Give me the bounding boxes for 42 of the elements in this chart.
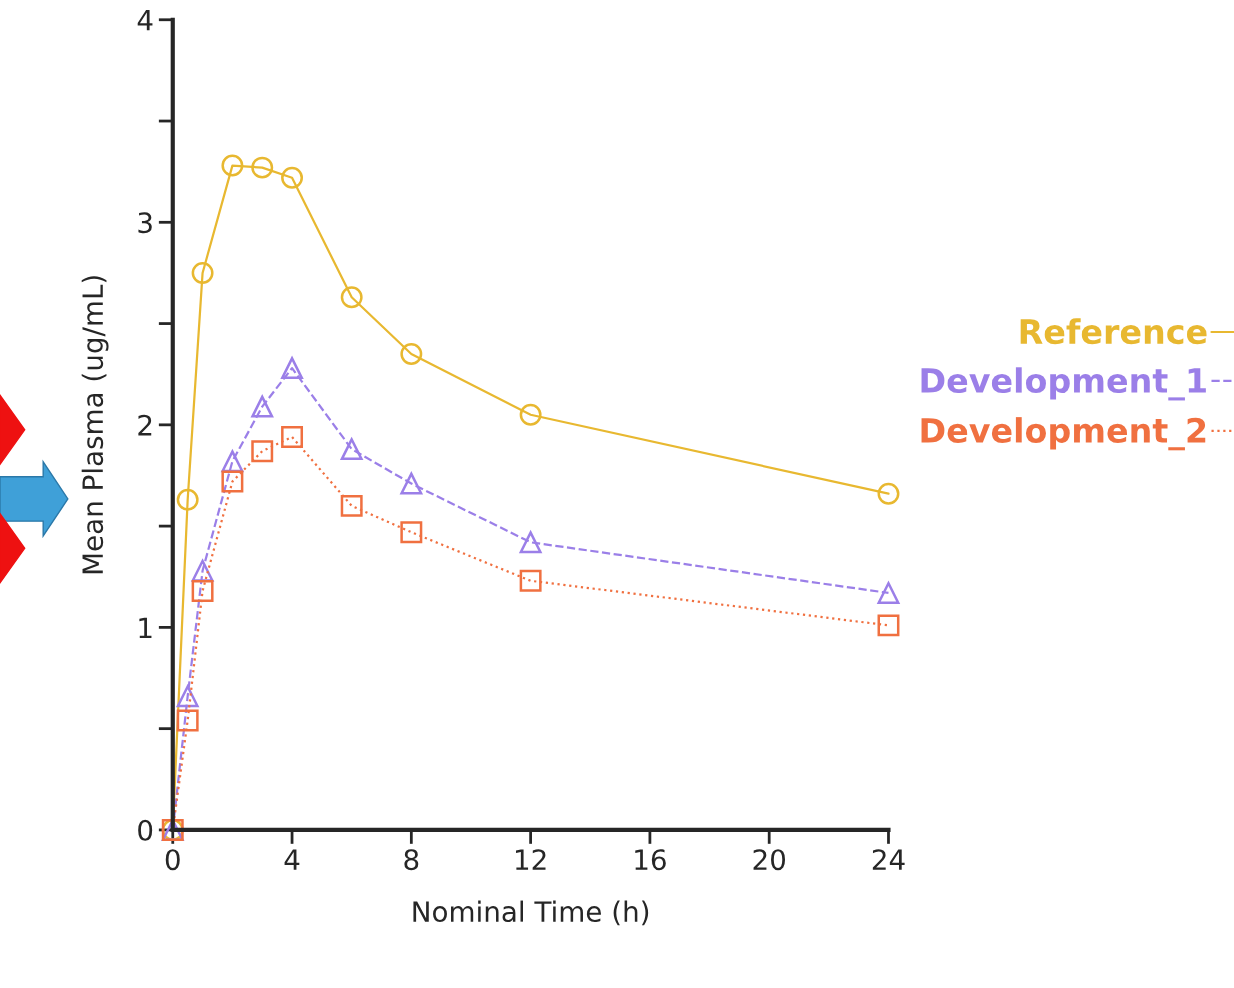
x-tick-label: 8 (404, 849, 419, 871)
point (519, 569, 542, 592)
y-tick-label: 2 (138, 414, 152, 436)
point (519, 403, 542, 426)
point (221, 154, 244, 177)
x-tick-label: 4 (284, 849, 300, 870)
point (191, 261, 214, 284)
y-tick-label: 3 (138, 212, 152, 234)
point (221, 470, 244, 493)
point (877, 614, 900, 637)
point (400, 521, 423, 544)
point (176, 685, 199, 708)
y-axis-title: Mean Plasma (ug/mL) (81, 276, 109, 574)
point (251, 440, 274, 463)
point (340, 494, 363, 517)
y-tick-label: 4 (137, 10, 153, 31)
y-tick-label: 0 (138, 819, 153, 841)
point (877, 581, 900, 604)
point (340, 438, 363, 461)
legend-label: Development_2 (921, 417, 1206, 451)
point (877, 482, 900, 505)
point (519, 531, 542, 554)
point (400, 472, 423, 495)
point (251, 395, 274, 418)
legend-label: Development_1 (921, 367, 1206, 401)
point (340, 286, 363, 309)
point (281, 357, 304, 380)
x-axis-title: Nominal Time (h) (413, 900, 649, 926)
point (176, 488, 199, 511)
x-tick-label: 12 (516, 849, 546, 870)
point (281, 166, 304, 189)
point (281, 426, 304, 448)
point (176, 709, 199, 732)
x-tick-label: 24 (872, 849, 905, 870)
point (251, 156, 274, 179)
y-tick-label: 1 (139, 617, 152, 638)
x-tick-label: 16 (635, 849, 666, 871)
x-tick-label: 0 (165, 849, 180, 871)
legend-label: Reference (1020, 318, 1207, 345)
x-tick-label: 20 (753, 849, 786, 871)
point (400, 342, 423, 365)
point (191, 579, 214, 602)
